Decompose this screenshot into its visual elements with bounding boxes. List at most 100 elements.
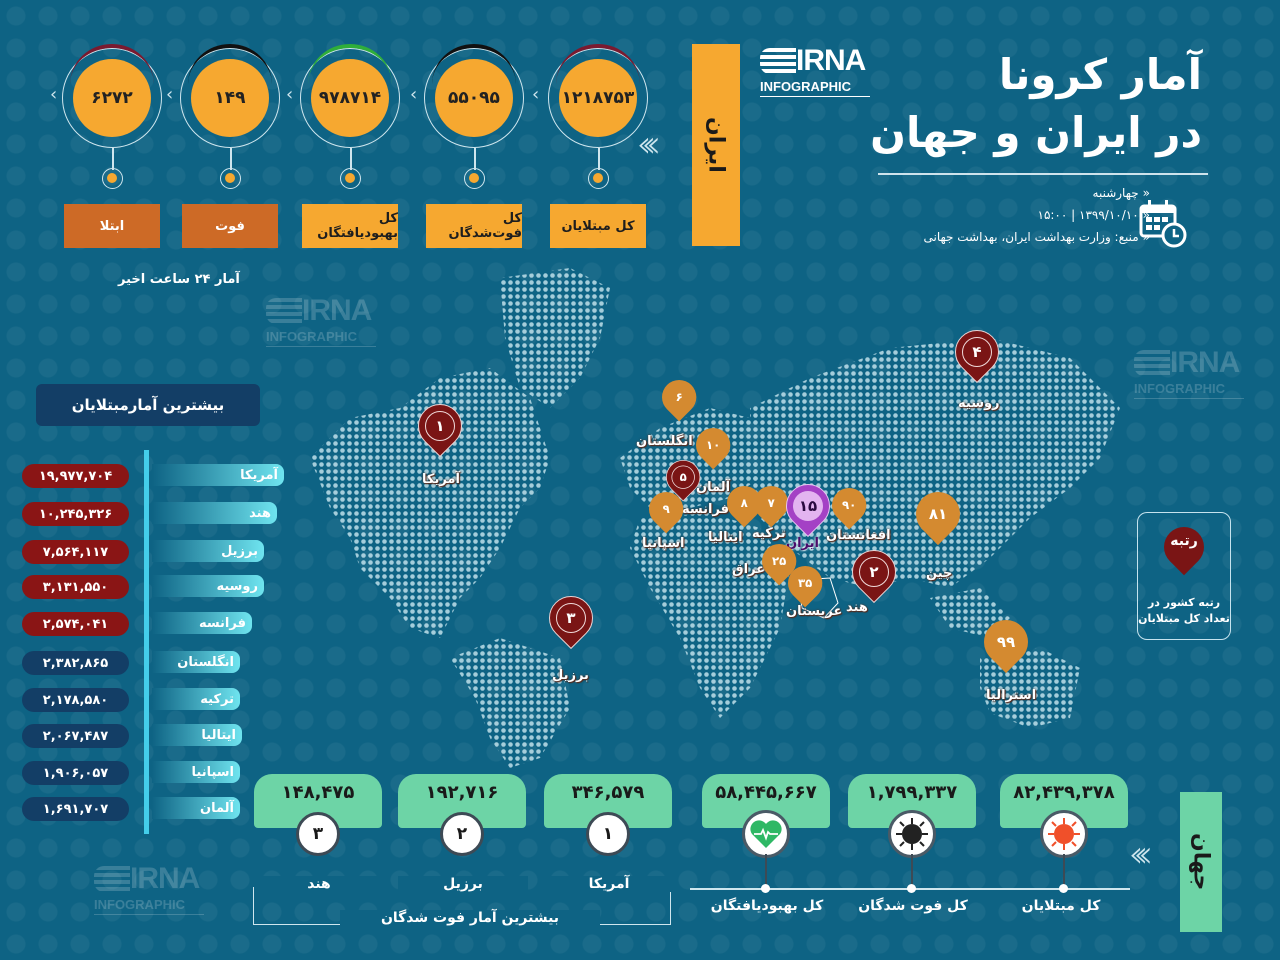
country-label: برزیل xyxy=(398,876,528,892)
pin-label: انگلستان xyxy=(636,434,693,449)
map-pin-france[interactable]: ۵ xyxy=(658,452,708,505)
legend-pin-icon: رتبه xyxy=(1155,518,1213,589)
list-item: ۱,۶۹۱,۷۰۷ آلمان xyxy=(22,797,262,821)
list-divider xyxy=(144,450,149,834)
source-line: «منبع: وزارت بهداشت ایران، بهداشت جهانی xyxy=(923,230,1150,244)
map-pin-russia[interactable]: ۴ xyxy=(945,320,1009,388)
chevron-left-icon: ‹ xyxy=(166,84,174,105)
list-item: ۱۰,۲۴۵,۳۲۶ هند xyxy=(22,502,277,526)
death-rank-2: ۱۹۲,۷۱۶ ۲ xyxy=(398,774,526,856)
stat-value: ۵۵۰۹۵ xyxy=(435,59,513,137)
pin-label: افغانستان xyxy=(826,528,891,543)
stat-label: کل مبتلایان xyxy=(550,204,646,248)
map-pin-brazil[interactable]: ۳ xyxy=(539,586,603,654)
pin-label: ایران xyxy=(786,536,819,551)
virus-black-icon xyxy=(896,818,928,850)
map-pin-iraq[interactable]: ۲۵ xyxy=(754,536,804,589)
map-pin-afghanistan[interactable]: ۹۰ xyxy=(824,480,874,533)
daily-note: آمار ۲۴ ساعت اخیر xyxy=(118,272,240,287)
map-pin-england[interactable]: ۶ xyxy=(654,372,704,425)
pin-label: روسیه xyxy=(958,396,1000,411)
irna-logo: IRNA INFOGRAPHIC xyxy=(760,46,870,97)
watermark-logo: IRNA INFOGRAPHIC xyxy=(94,864,204,915)
list-item: ۷,۵۶۴,۱۱۷ برزیل xyxy=(22,540,264,564)
pin-label: عراق xyxy=(732,562,766,577)
title-line-1: آمار کرونا xyxy=(998,50,1202,99)
map-pin-australia[interactable]: ۹۹ xyxy=(974,610,1038,678)
title-line-2: در ایران و جهان xyxy=(870,108,1202,157)
stat-label: کل بهبودیافتگان xyxy=(710,898,824,914)
list-item: ۱,۹۰۶,۰۵۷ اسپانیا xyxy=(22,761,262,785)
chevron-left-icon: ‹ xyxy=(50,84,58,105)
list-item: ۲,۵۷۴,۰۴۱ فرانسه xyxy=(22,612,262,636)
death-rank-3: ۱۴۸,۴۷۵ ۳ xyxy=(254,774,382,856)
world-stat-total-deaths: ۱,۷۹۹,۳۳۷ xyxy=(848,774,976,858)
pin-label: استرالیا xyxy=(986,688,1037,703)
stat-label: کل فوت شدگان xyxy=(858,898,968,914)
country-label: هند xyxy=(254,876,384,892)
rank-legend: رتبه رتبه کشور در تعداد کل مبتلایان xyxy=(1137,512,1231,640)
legend-description: رتبه کشور در تعداد کل مبتلایان xyxy=(1138,596,1230,625)
map-pin-saudi-arabia[interactable]: ۳۵ xyxy=(780,558,830,611)
date-source-block: «چهارشنبه «۱۳۹۹/۱۰/۱۰ | ۱۵:۰۰ «منبع: وزا… xyxy=(924,182,1150,248)
map-pin-india[interactable]: ۲ xyxy=(842,540,906,608)
watermark-logo: IRNA INFOGRAPHIC xyxy=(266,296,376,347)
pin-label: چین xyxy=(926,566,953,581)
map-pin-germany[interactable]: ۱۰ xyxy=(688,420,738,473)
map-pin-spain[interactable]: ۹ xyxy=(641,484,691,537)
pin-label: اسپانیا xyxy=(642,536,685,551)
virus-red-icon xyxy=(1048,818,1080,850)
double-chevron-icon: « xyxy=(1142,186,1150,200)
day-line: «چهارشنبه xyxy=(1092,186,1150,200)
list-item: ۳,۱۳۱,۵۵۰ روسیه xyxy=(22,575,264,599)
stat-value: ۱۲۱۸۷۵۳ xyxy=(559,59,637,137)
top-infected-title: بیشترین آمارمبتلایان xyxy=(36,384,260,426)
death-rank-1: ۳۴۶,۵۷۹ ۱ xyxy=(544,774,672,856)
title-divider xyxy=(878,173,1208,175)
list-item: ۲,۳۸۲,۸۶۵ انگلستان xyxy=(22,651,262,675)
map-pin-iran[interactable]: ۱۵ xyxy=(776,474,840,542)
pin-label: برزیل xyxy=(552,668,589,683)
map-pin-italy[interactable]: ۸ xyxy=(719,478,769,531)
stat-label: فوت xyxy=(182,204,278,248)
list-item: ۲,۰۶۷,۴۸۷ ایتالیا xyxy=(22,724,262,748)
pin-label: آلمان xyxy=(696,480,731,495)
top-deaths-title: بیشترین آمار فوت شدگان xyxy=(340,910,600,926)
stat-value: ۶۲۷۲ xyxy=(73,59,151,137)
rank-badge: ۳ xyxy=(296,812,340,856)
iran-section-banner: ایران xyxy=(692,44,740,246)
world-stat-total-recovered: ۵۸,۴۴۵,۶۶۷ xyxy=(702,774,830,858)
stat-label: کل مبتلایان xyxy=(1021,898,1101,914)
rank-badge: ۱ xyxy=(586,812,630,856)
pin-label: فرانسه xyxy=(682,502,730,517)
double-chevron-icon: « xyxy=(1142,208,1150,222)
pin-label: ایتالیا xyxy=(708,530,743,545)
heart-pulse-icon xyxy=(750,820,782,848)
list-item: ۱۹,۹۷۷,۷۰۴ آمریکا xyxy=(22,464,284,488)
pin-label: هند xyxy=(846,600,868,615)
world-stat-total-cases: ۸۲,۴۳۹,۳۷۸ xyxy=(1000,774,1128,858)
pin-label: ترکیه xyxy=(752,526,786,541)
calendar-clock-icon xyxy=(1139,200,1187,248)
chevron-left-icon: ‹ xyxy=(532,84,540,105)
map-pin-china[interactable]: ۸۱ xyxy=(906,482,970,550)
rank-badge: ۲ xyxy=(440,812,484,856)
stat-label: ابتلا xyxy=(64,204,160,248)
stat-label: کل بهبودیافتگان xyxy=(302,204,398,248)
country-label: آمریکا xyxy=(544,876,674,892)
chevron-left-icon: ‹ xyxy=(410,84,418,105)
page-title: آمار کرونا در ایران و جهان xyxy=(870,46,1202,162)
map-pin-usa[interactable]: ۱ xyxy=(408,394,472,462)
stat-value: ۱۴۹ xyxy=(191,59,269,137)
pin-label: آمریکا xyxy=(422,472,460,487)
stat-label: کل فوت‌شدگان xyxy=(426,204,522,248)
stat-value: ۹۷۸۷۱۴ xyxy=(311,59,389,137)
pin-label: عربستان xyxy=(786,604,843,619)
watermark-logo: IRNA INFOGRAPHIC xyxy=(1134,348,1244,399)
chevron-left-icon: ‹ xyxy=(286,84,294,105)
logo-bars-icon xyxy=(760,48,796,74)
list-item: ۲,۱۷۸,۵۸۰ ترکیه xyxy=(22,688,262,712)
map-pin-turkey[interactable]: ۷ xyxy=(746,478,796,531)
datetime-line: «۱۳۹۹/۱۰/۱۰ | ۱۵:۰۰ xyxy=(1037,208,1151,222)
world-section-banner: جهان xyxy=(1180,792,1222,932)
